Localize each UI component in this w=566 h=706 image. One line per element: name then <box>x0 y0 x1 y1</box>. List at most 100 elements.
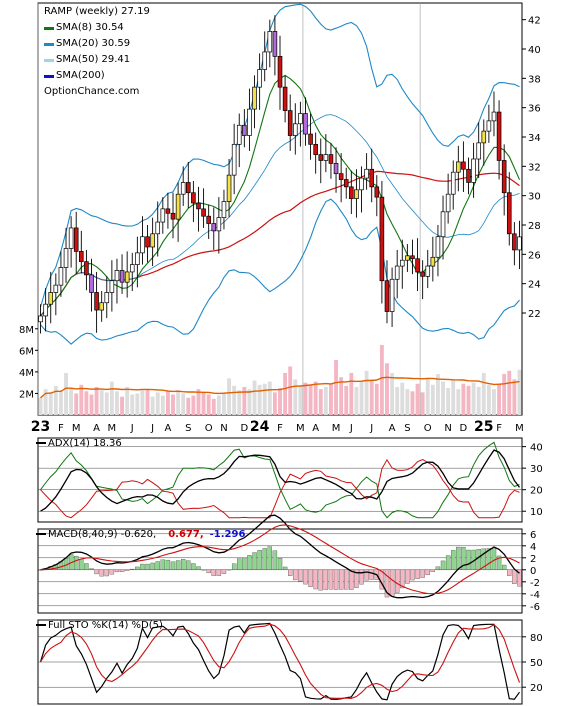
macd-histogram-bar <box>512 569 517 584</box>
volume-bar <box>84 391 89 415</box>
candle-body <box>129 264 135 273</box>
macd-tick-label: 2 <box>530 554 536 565</box>
candle-body <box>374 186 380 198</box>
month-tick-label: F <box>277 423 283 434</box>
macd-histogram-bar <box>277 558 283 570</box>
candle-body <box>501 160 507 194</box>
sma50-swatch <box>44 58 54 62</box>
candle-body <box>440 211 446 238</box>
macd-histogram-bar <box>405 569 410 584</box>
volume-bar <box>165 391 170 415</box>
macd-histogram-bar <box>288 569 293 576</box>
volume-bar <box>298 385 303 415</box>
macd-histogram-bar <box>135 566 140 570</box>
macd-histogram-bar <box>323 569 329 590</box>
candle-body <box>89 274 94 293</box>
month-tick-label: M <box>72 423 81 434</box>
macd-histogram-bar <box>109 569 115 575</box>
macd-histogram-bar <box>206 569 211 574</box>
candle-body <box>303 113 308 135</box>
volume-bar <box>43 389 48 415</box>
legend-item-sma8: SMA(8) 30.54 <box>44 20 150 36</box>
bollinger-upper-line <box>39 3 520 308</box>
sma200-label: SMA(200) <box>56 70 105 81</box>
sma20-swatch <box>44 42 54 46</box>
macd-histogram-bar <box>344 569 349 590</box>
candle-body <box>277 55 283 88</box>
candle-body <box>99 302 104 311</box>
macd-histogram-bar <box>445 555 451 570</box>
candle-body <box>216 217 222 232</box>
month-tick-label: A <box>312 423 319 434</box>
volume-tick-label: 4M <box>19 368 34 379</box>
month-tick-label: F <box>58 423 64 434</box>
month-tick-label: J <box>369 423 373 434</box>
candle-body <box>389 278 395 312</box>
macd-histogram-bar <box>94 569 99 575</box>
month-tick-label: D <box>240 423 248 434</box>
volume-bar <box>53 385 58 415</box>
volume-bar <box>278 388 282 415</box>
volume-bar <box>48 392 53 415</box>
sto-tick-label: 20 <box>530 683 543 694</box>
macd-histogram-bar <box>318 569 323 591</box>
volume-bar <box>38 397 43 415</box>
volume-bar <box>344 385 349 415</box>
candle-body <box>272 31 278 57</box>
candle-body <box>308 133 313 145</box>
price-tick-label: 32 <box>528 162 541 173</box>
volume-tick-label: 2M <box>19 389 34 400</box>
month-tick-label: O <box>205 423 213 434</box>
month-tick-label: J <box>130 423 134 434</box>
macd-histogram-bar <box>517 569 522 587</box>
bollinger-lower-line <box>40 198 520 345</box>
macd-histogram-bar <box>237 558 242 570</box>
candle-body <box>124 271 130 283</box>
adx-tick-label: 30 <box>530 464 543 475</box>
candle-body <box>282 86 288 111</box>
volume-bar <box>171 394 175 415</box>
volume-bar <box>420 392 425 415</box>
volume-bar <box>517 369 522 415</box>
volume-bar <box>323 386 328 415</box>
candle-body <box>211 223 217 232</box>
candle-body <box>84 261 89 276</box>
month-tick-label: A <box>389 423 396 434</box>
volume-bar <box>160 395 165 415</box>
macd-histogram-bar <box>456 546 461 570</box>
month-tick-label: N <box>444 423 451 434</box>
candle-body <box>328 154 334 164</box>
macd-histogram-bar <box>507 569 512 576</box>
month-tick-label: O <box>424 423 432 434</box>
sma200-swatch <box>44 74 54 78</box>
macd-histogram-bar <box>89 568 94 570</box>
volume-bar <box>252 380 257 415</box>
macd-histogram-bar <box>476 549 481 570</box>
candle-body <box>349 186 354 199</box>
volume-bar <box>145 389 150 415</box>
candle-body <box>226 174 232 202</box>
year-tick-label: 23 <box>31 419 50 435</box>
candle-body <box>369 168 374 188</box>
candle-body <box>410 255 415 260</box>
candle-body <box>359 177 364 191</box>
volume-bar <box>461 383 466 415</box>
candle-body <box>63 248 69 268</box>
volume-bar <box>313 381 318 415</box>
volume-tick-label: 8M <box>19 325 34 336</box>
volume-bar <box>308 384 313 415</box>
volume-bar <box>115 391 119 415</box>
candle-body <box>456 161 461 173</box>
volume-bar <box>395 386 400 415</box>
volume-bar <box>492 389 496 415</box>
candle-body <box>196 202 201 210</box>
volume-average-line <box>40 376 520 399</box>
volume-bar <box>451 379 456 415</box>
macd-histogram-bar <box>461 546 466 570</box>
macd-histogram-bar <box>272 550 278 570</box>
month-tick-label: M <box>332 423 341 434</box>
volume-bar <box>502 374 507 415</box>
sto-d-line <box>40 623 521 699</box>
macd-histogram-bar <box>440 560 446 570</box>
macd-histogram-bar <box>247 555 252 570</box>
